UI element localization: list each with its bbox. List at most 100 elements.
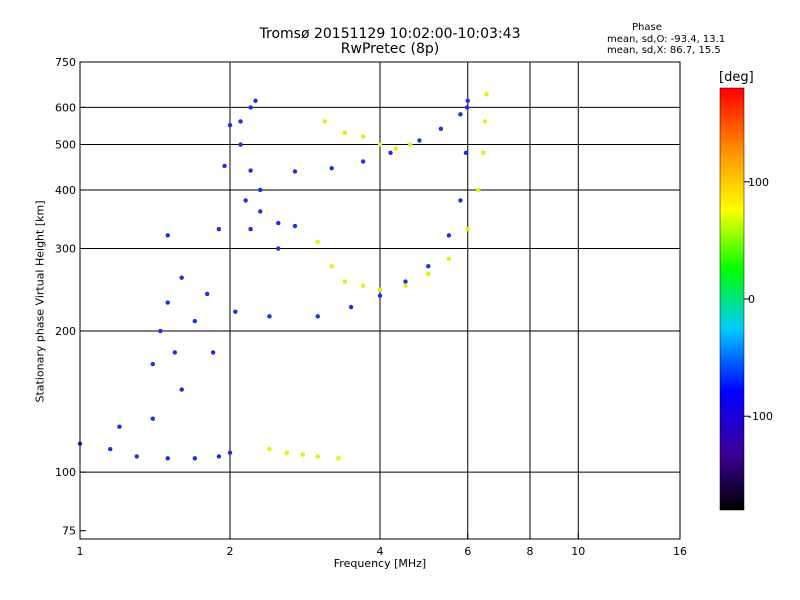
colorbar-tick-label: 100	[748, 176, 769, 189]
x-tick-label: 1	[77, 545, 84, 558]
data-point	[329, 166, 334, 171]
data-point	[329, 264, 334, 269]
y-tick-label: 500	[55, 139, 76, 152]
data-point	[292, 169, 298, 174]
data-point	[300, 452, 306, 457]
data-point	[377, 293, 383, 298]
data-point	[342, 130, 348, 135]
x-tick-label: 16	[673, 545, 687, 558]
data-point	[150, 416, 156, 421]
data-point	[464, 105, 470, 110]
data-point	[179, 275, 184, 280]
x-axis-label: Frequency [MHz]	[333, 557, 427, 570]
data-point	[360, 283, 366, 288]
data-point	[172, 350, 178, 355]
data-point	[248, 226, 253, 232]
data-point	[276, 246, 281, 251]
colorbar-ticks: 100 0 -100	[744, 176, 773, 423]
data-point	[403, 279, 408, 284]
data-points	[77, 92, 489, 461]
data-point	[360, 134, 366, 139]
data-point	[165, 300, 170, 305]
colorbar-tick-label: -100	[748, 410, 773, 423]
data-point	[238, 119, 243, 124]
colorbar	[719, 87, 745, 511]
data-point	[315, 454, 320, 459]
data-point	[108, 446, 113, 452]
x-tick-label: 2	[227, 545, 234, 558]
data-point	[426, 271, 431, 276]
data-point	[233, 309, 238, 314]
y-tick-label: 75	[62, 525, 76, 538]
data-point	[458, 112, 463, 117]
stats-heading: Phase	[632, 22, 662, 33]
data-point	[227, 450, 233, 455]
data-point	[403, 283, 408, 288]
data-point	[134, 454, 139, 459]
data-point	[292, 223, 298, 229]
stats-line-o: mean, sd,O: -93.4, 13.1	[607, 34, 726, 45]
data-point	[482, 119, 488, 124]
data-point	[465, 98, 470, 103]
data-point	[360, 159, 366, 164]
data-point	[481, 150, 486, 156]
data-point	[179, 387, 184, 392]
data-point	[348, 304, 354, 310]
x-tick-label: 4	[377, 545, 384, 558]
y-axis-label: Stationary phase Virtual Height [km]	[33, 200, 47, 403]
data-point	[150, 361, 156, 367]
data-point	[227, 122, 233, 128]
data-point	[267, 446, 272, 452]
data-point	[446, 233, 452, 238]
data-point	[165, 233, 170, 238]
data-point	[165, 456, 170, 461]
data-point	[458, 198, 463, 203]
y-tick-label: 100	[55, 466, 76, 479]
data-point	[393, 146, 398, 151]
data-point	[216, 226, 222, 232]
chart-subtitle: RwPretec (8p)	[340, 41, 440, 57]
data-point	[204, 291, 210, 297]
data-point	[276, 220, 281, 226]
data-point	[465, 226, 470, 232]
data-point	[216, 454, 222, 459]
data-point	[243, 198, 248, 203]
data-point	[322, 119, 328, 124]
chart-title: Tromsø 20151129 10:02:00-10:03:43	[259, 26, 521, 42]
data-point	[408, 142, 413, 147]
x-tick-label: 10	[571, 545, 585, 558]
y-axis: 75 100 200 300 400 500 600 750	[55, 56, 86, 538]
data-point	[267, 314, 272, 319]
data-point	[192, 318, 198, 324]
data-point	[377, 287, 383, 292]
data-point	[117, 424, 122, 429]
grid-lines	[80, 62, 680, 539]
data-point	[463, 150, 469, 156]
x-tick-label: 6	[464, 545, 471, 558]
data-point	[484, 92, 489, 97]
data-point	[417, 138, 422, 143]
x-tick-label: 8	[527, 545, 534, 558]
y-tick-label: 750	[55, 56, 76, 69]
data-point	[253, 98, 258, 103]
data-point	[222, 163, 227, 169]
y-tick-label: 200	[55, 325, 76, 338]
data-point	[336, 456, 341, 461]
x-axis: 1 2 4 6 8 10 16	[77, 533, 687, 558]
data-point	[192, 456, 198, 461]
y-tick-label: 400	[55, 184, 76, 197]
colorbar-label: [deg]	[719, 70, 754, 85]
data-point	[284, 450, 289, 455]
data-point	[238, 142, 243, 147]
data-point	[210, 350, 216, 355]
data-point	[158, 328, 163, 334]
data-point	[315, 239, 320, 245]
data-point	[388, 150, 393, 156]
data-point	[248, 168, 253, 173]
data-point	[248, 105, 253, 110]
colorbar-tick-label: 0	[748, 293, 755, 306]
data-point	[446, 256, 452, 262]
y-tick-label: 300	[55, 243, 76, 256]
data-point	[377, 142, 383, 147]
